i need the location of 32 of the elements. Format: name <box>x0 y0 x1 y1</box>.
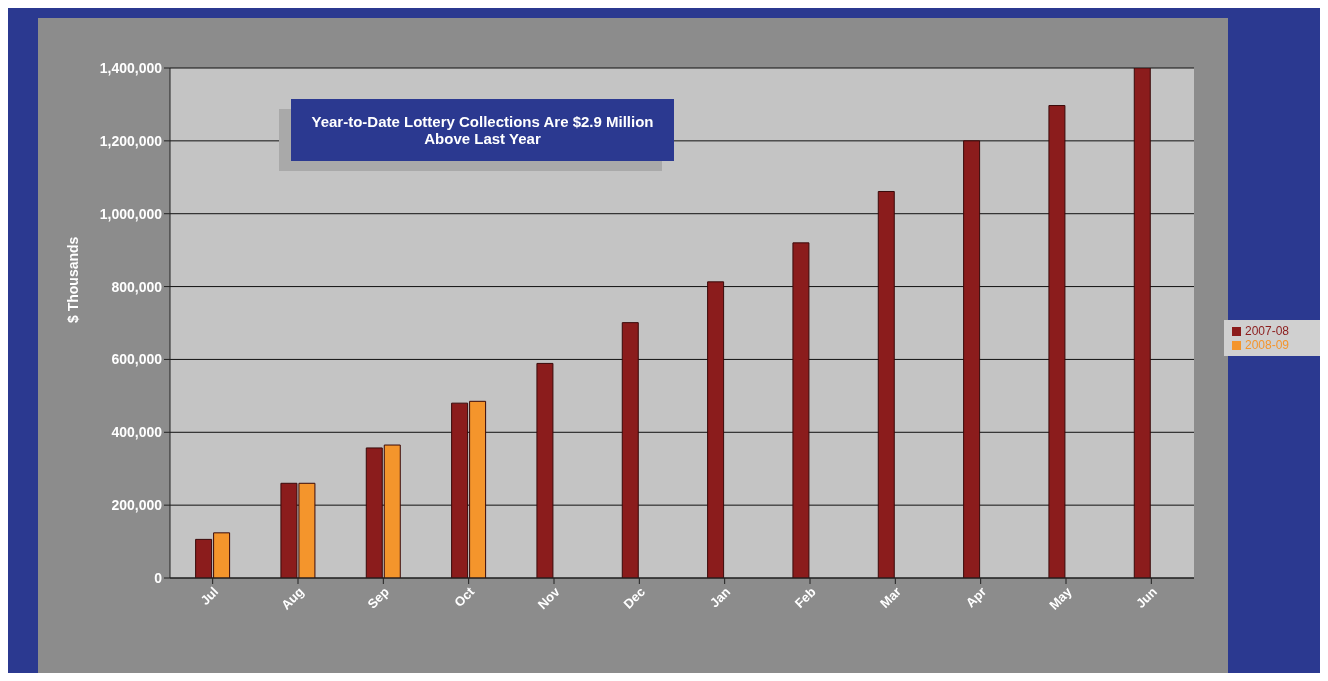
x-tick-label: Sep <box>364 584 393 612</box>
bar <box>963 140 981 578</box>
bar <box>1048 105 1066 578</box>
bar <box>877 190 895 578</box>
bar <box>792 242 810 578</box>
x-tick-label: Aug <box>278 584 307 613</box>
x-tick-label: Jan <box>706 584 734 611</box>
x-tick-label: Oct <box>451 583 478 610</box>
bar <box>536 362 554 578</box>
legend-label: 2008-09 <box>1245 338 1290 352</box>
y-axis-title: $ Thousands <box>64 236 81 323</box>
x-tick-label: Jul <box>197 584 222 608</box>
y-tick-label: 400,000 <box>111 424 163 441</box>
y-tick-label: 800,000 <box>111 278 163 295</box>
x-tick-label: Feb <box>791 584 819 611</box>
legend-label: 2007-08 <box>1245 324 1290 338</box>
bar <box>621 322 639 578</box>
y-tick-label: 1,200,000 <box>99 132 163 149</box>
y-tick-label: 0 <box>154 569 163 586</box>
x-tick-label: Dec <box>620 584 648 612</box>
bar <box>1133 68 1151 578</box>
x-tick-label: Nov <box>534 583 564 613</box>
x-tick-label: May <box>1046 583 1076 613</box>
y-tick-label: 1,400,000 <box>99 59 163 76</box>
x-tick-label: Jun <box>1133 584 1161 611</box>
x-tick-label: Mar <box>877 584 904 611</box>
y-tick-label: 600,000 <box>111 351 163 368</box>
x-tick-label: Apr <box>962 584 990 611</box>
bar <box>707 281 725 578</box>
y-tick-label: 1,000,000 <box>99 205 163 222</box>
annotation: Year-to-Date Lottery Collections Are $2.9 Million Above Last Year <box>291 99 674 161</box>
y-tick-label: 200,000 <box>111 497 163 514</box>
